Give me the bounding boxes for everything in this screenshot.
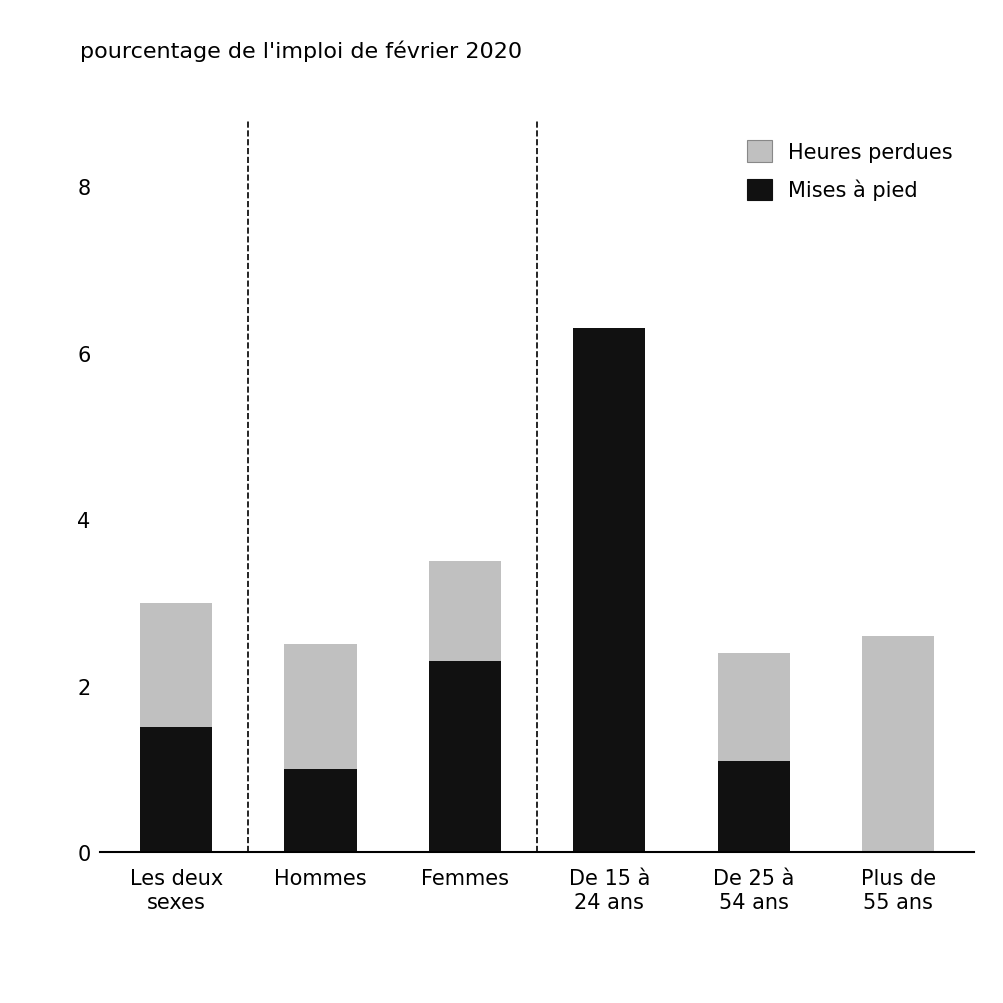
Bar: [862, 636, 933, 853]
Legend: Heures perdues, Mises à pied: Heures perdues, Mises à pied: [735, 130, 963, 212]
Bar: [428, 661, 500, 853]
Bar: [717, 761, 789, 853]
Bar: [140, 603, 212, 728]
Bar: [717, 653, 789, 761]
Bar: [428, 562, 500, 661]
Bar: [573, 328, 645, 853]
Bar: [284, 769, 356, 853]
Bar: [140, 728, 212, 853]
Text: pourcentage de l'imploi de février 2020: pourcentage de l'imploi de février 2020: [80, 40, 522, 61]
Bar: [284, 645, 356, 769]
